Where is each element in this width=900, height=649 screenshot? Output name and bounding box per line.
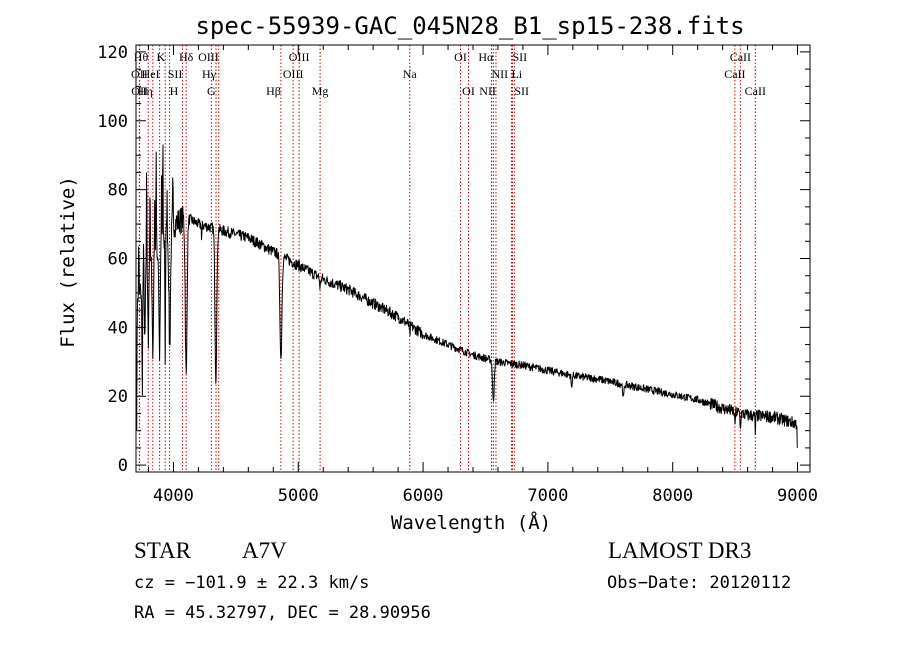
- spectral-line-label: Hδ: [179, 50, 194, 64]
- x-tick-label: 4000: [153, 486, 194, 506]
- y-tick-label: 100: [97, 112, 128, 132]
- spectrum-line: [135, 144, 798, 448]
- spectral-line-label: SII: [512, 50, 527, 64]
- spectral-line-label: HeI: [142, 67, 160, 81]
- x-tick-labels: 4000 5000 6000 7000 8000 9000: [153, 486, 818, 506]
- spectral-line-label: Hγ: [202, 67, 217, 81]
- spectral-line-label: Na: [403, 67, 418, 81]
- spectral-line-label: H: [170, 84, 179, 98]
- spectral-line-label: Hθ: [134, 50, 149, 64]
- spectral-line-label: SII: [514, 84, 529, 98]
- spectral-line-markers: [138, 45, 756, 472]
- y-tick-label: 120: [97, 43, 128, 63]
- y-tick-label: 0: [118, 456, 128, 476]
- redshift-velocity: cz = −101.9 ± 22.3 km/s: [134, 573, 370, 593]
- y-tick-label: 40: [108, 318, 128, 338]
- spectral-line-label: OIII: [283, 67, 304, 81]
- spectral-line-label: Hβ: [266, 84, 281, 98]
- observation-date: Obs−Date: 20120112: [607, 573, 792, 593]
- y-tick-label: 60: [108, 250, 128, 270]
- spectral-line-label: NII: [479, 84, 496, 98]
- y-axis-label: Flux (relative): [57, 176, 79, 348]
- spectral-line-label: OI: [462, 84, 475, 98]
- spectral-line-label: Mg: [312, 84, 329, 98]
- spectral-line-label: OIII: [198, 50, 219, 64]
- axis-ticks: [136, 45, 810, 472]
- spectral-line-label: Li: [511, 67, 522, 81]
- spectral-line-label: SII: [168, 67, 183, 81]
- spectral-line-label: G: [207, 84, 216, 98]
- spectral-line-label: K: [157, 50, 166, 64]
- coordinates: RA = 45.32797, DEC = 28.90956: [134, 603, 431, 623]
- spectral-line-label: Hα: [478, 50, 494, 64]
- spectral-line-label: NII: [491, 67, 508, 81]
- spectral-line-label: CaII: [730, 50, 751, 64]
- y-tick-labels: 0 20 40 60 80 100 120: [97, 43, 128, 476]
- y-tick-label: 80: [108, 181, 128, 201]
- plot-frame: [135, 44, 811, 473]
- x-tick-label: 9000: [777, 486, 818, 506]
- spectral-line-label: Hη: [138, 84, 153, 98]
- spectral-line-label: OII: [131, 67, 148, 81]
- object-subclass: A7V: [242, 538, 287, 563]
- x-tick-label: 7000: [527, 486, 568, 506]
- x-axis-label: Wavelength (Å): [391, 511, 551, 534]
- y-tick-label: 20: [108, 387, 128, 407]
- spectral-line-label: OI: [454, 50, 467, 64]
- x-tick-label: 8000: [652, 486, 693, 506]
- spectral-line-label: CaII: [724, 67, 745, 81]
- spectral-line-label: CaII: [745, 84, 766, 98]
- object-class: STAR: [134, 538, 191, 563]
- x-tick-label: 5000: [278, 486, 319, 506]
- chart-title: spec-55939-GAC_045N28_B1_sp15-238.fits: [195, 12, 744, 40]
- spectral-line-label: OIII: [289, 50, 310, 64]
- spectral-line-label: OII: [131, 84, 148, 98]
- x-tick-label: 6000: [403, 486, 444, 506]
- survey-name: LAMOST DR3: [608, 538, 752, 563]
